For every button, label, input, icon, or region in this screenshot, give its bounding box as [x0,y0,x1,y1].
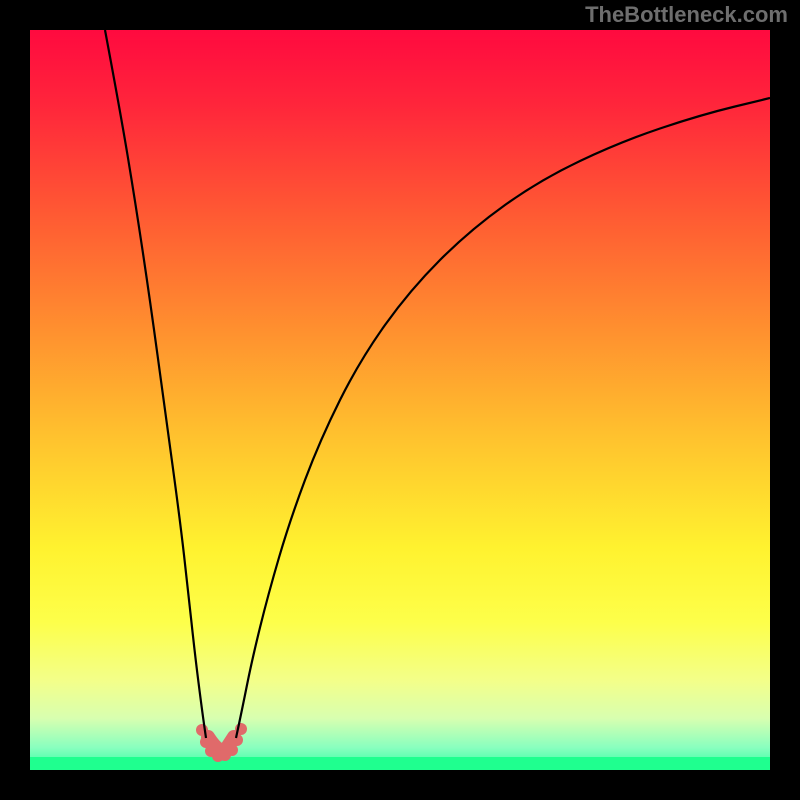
watermark-text: TheBottleneck.com [585,2,788,28]
chart-svg [30,30,770,770]
chart-frame: TheBottleneck.com [0,0,800,800]
plot-area [30,30,770,770]
gradient-background [30,30,770,770]
green-bottom-band [30,757,770,770]
